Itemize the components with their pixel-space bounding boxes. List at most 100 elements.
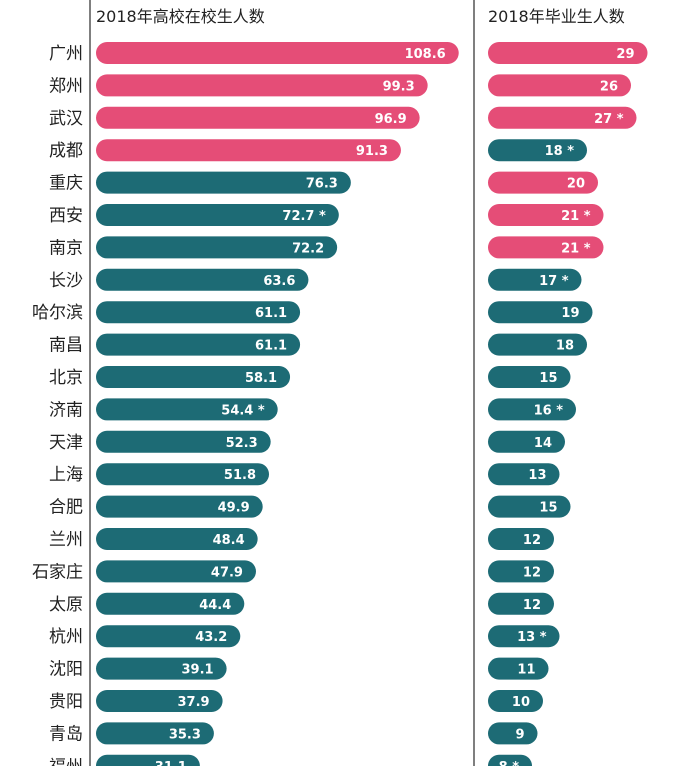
bar	[96, 301, 301, 324]
bar-value-label: 26	[600, 79, 618, 94]
bar-value-label: 63.6	[263, 274, 295, 289]
chart-title: 2018年高校在校生人数	[96, 7, 265, 26]
bar-value-label: 12	[523, 533, 541, 548]
bar	[96, 625, 241, 648]
bar	[96, 106, 420, 129]
bar-value-label: 52.3	[226, 436, 258, 451]
bar	[96, 690, 223, 712]
category-label: 哈尔滨	[32, 303, 83, 323]
bar	[96, 722, 214, 745]
bar-value-label: 58.1	[245, 371, 277, 386]
bar	[96, 657, 227, 680]
bar	[488, 171, 598, 194]
category-label: 武汉	[49, 109, 83, 129]
bar-value-label: 9	[515, 727, 524, 742]
bar-value-label: 43.2	[195, 630, 227, 645]
bar	[96, 560, 256, 583]
category-label: 济南	[49, 400, 83, 420]
category-label: 合肥	[49, 498, 83, 518]
category-label: 郑州	[49, 76, 83, 96]
bar-value-label: 54.4 *	[221, 403, 265, 418]
bar	[96, 528, 258, 550]
bar	[488, 657, 549, 680]
category-label: 北京	[49, 368, 83, 388]
category-label: 广州	[49, 44, 83, 64]
bar-value-label: 76.3	[306, 177, 338, 192]
bar	[488, 333, 587, 356]
bar-value-label: 13	[528, 468, 546, 483]
bar-value-label: 19	[561, 306, 579, 321]
bar	[488, 398, 576, 421]
bar-value-label: 37.9	[178, 695, 210, 710]
bar	[488, 74, 631, 97]
bar	[96, 268, 309, 291]
bar-value-label: 35.3	[169, 727, 201, 742]
category-label: 成都	[49, 141, 83, 161]
category-label: 沈阳	[49, 660, 83, 680]
bar-value-label: 14	[534, 436, 552, 451]
bar	[96, 398, 278, 421]
category-label: 石家庄	[32, 562, 83, 582]
bar	[488, 463, 560, 486]
bar	[96, 463, 270, 486]
bar-value-label: 72.7 *	[282, 209, 326, 224]
bar	[96, 74, 428, 97]
bar-value-label: 91.3	[356, 144, 388, 159]
category-label: 西安	[49, 206, 83, 226]
category-label: 上海	[49, 465, 83, 485]
bar	[96, 204, 339, 226]
category-label: 兰州	[49, 530, 83, 550]
bar-value-label: 49.9	[218, 501, 250, 516]
bar-value-label: 17 *	[539, 274, 569, 289]
category-label: 重庆	[49, 174, 83, 194]
bar-value-label: 48.4	[213, 533, 245, 548]
bar	[96, 366, 291, 388]
bar	[96, 333, 301, 356]
bar	[96, 171, 351, 194]
bar-value-label: 27 *	[594, 112, 624, 127]
bar-value-label: 51.8	[224, 468, 256, 483]
bar	[488, 430, 565, 453]
bar-value-label: 47.9	[211, 565, 243, 580]
bar-value-label: 12	[523, 565, 541, 580]
bar-value-label: 18 *	[545, 144, 575, 159]
bar	[488, 495, 571, 518]
bar-value-label: 21 *	[561, 209, 591, 224]
bar-value-label: 96.9	[375, 112, 407, 127]
bar	[488, 268, 582, 291]
category-label: 南昌	[49, 336, 83, 356]
bar	[96, 42, 459, 64]
bar	[96, 430, 271, 453]
bar	[96, 592, 245, 615]
bar	[96, 139, 401, 162]
bar	[488, 236, 604, 259]
bar-value-label: 39.1	[182, 663, 214, 678]
bar-value-label: 21 *	[561, 241, 591, 256]
bar	[96, 236, 338, 259]
bar-value-label: 11	[517, 663, 535, 678]
bar-value-label: 108.6	[405, 47, 446, 62]
category-label: 福州	[49, 757, 83, 766]
bar	[488, 42, 648, 64]
bar-value-label: 72.2	[292, 241, 324, 256]
bar-value-label: 61.1	[255, 306, 287, 321]
category-label: 长沙	[49, 271, 83, 291]
bar-value-label: 15	[539, 371, 557, 386]
bar	[488, 204, 604, 226]
chart-title: 2018年毕业生人数	[488, 7, 625, 26]
category-label: 南京	[49, 238, 83, 258]
bar-value-label: 99.3	[383, 79, 415, 94]
bar	[488, 560, 554, 583]
bar-value-label: 44.4	[199, 598, 231, 613]
category-label: 杭州	[49, 627, 83, 647]
bar-value-label: 8 *	[499, 760, 520, 766]
category-label: 天津	[49, 433, 83, 453]
bar-value-label: 20	[567, 177, 585, 192]
bar	[488, 625, 560, 648]
bar	[488, 722, 538, 745]
category-label: 青岛	[49, 724, 83, 744]
bar	[488, 528, 554, 550]
bar	[488, 366, 571, 388]
